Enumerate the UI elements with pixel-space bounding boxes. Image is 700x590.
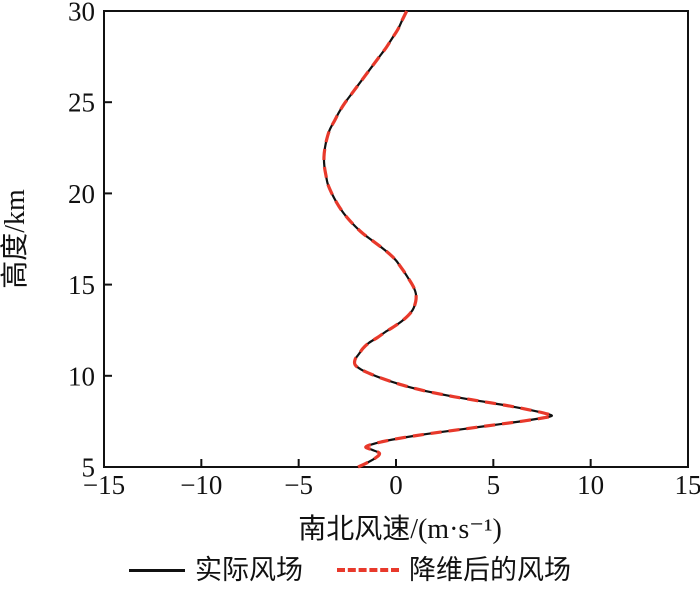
x-axis-title: 南北风速/(m·s⁻¹): [298, 513, 502, 545]
y-tick-label: 5: [82, 452, 96, 482]
y-tick-label: 20: [68, 179, 95, 209]
x-tick-label: 5: [487, 470, 501, 500]
legend-dashed-line-swatch: [337, 568, 399, 572]
series-lines: [322, 10, 554, 469]
x-tick-label: −15: [83, 470, 125, 500]
x-tick-label: 0: [389, 470, 403, 500]
y-tick-label: 25: [68, 88, 95, 118]
legend-label-reduced: 降维后的风场: [409, 554, 571, 585]
x-tick-label: 15: [675, 470, 700, 500]
y-axis-title: 高度/km: [0, 189, 31, 289]
legend: 实际风场 降维后的风场: [0, 550, 700, 590]
y-tick-label: 30: [68, 0, 95, 26]
x-tick-label: 10: [577, 470, 604, 500]
plot-border: [103, 10, 689, 468]
series-reduced-line: [322, 10, 554, 469]
y-tick-label: 10: [68, 361, 95, 391]
x-tick-label: −10: [180, 470, 222, 500]
axis-ticks: −15 −10 −5 0 5 10 15 5 10 15 20 25 30: [68, 0, 700, 500]
legend-solid-line-swatch: [129, 568, 185, 572]
legend-item-reduced: 降维后的风场: [337, 554, 571, 585]
x-tick-label: −5: [284, 470, 313, 500]
y-tick-label: 15: [68, 270, 95, 300]
legend-label-actual: 实际风场: [195, 554, 303, 585]
series-actual-line: [322, 10, 553, 468]
legend-item-actual: 实际风场: [129, 554, 303, 585]
